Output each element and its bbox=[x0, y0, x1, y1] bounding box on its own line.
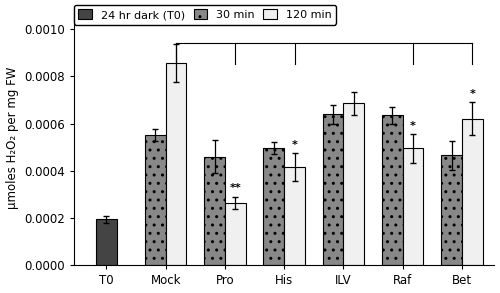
Text: *: * bbox=[410, 121, 416, 131]
Bar bbox=[344, 103, 364, 265]
Bar bbox=[225, 203, 246, 265]
Text: *: * bbox=[292, 139, 298, 149]
Text: *: * bbox=[470, 89, 475, 99]
Bar bbox=[441, 156, 462, 265]
Bar bbox=[284, 167, 305, 265]
Bar bbox=[166, 63, 186, 265]
Bar bbox=[145, 135, 166, 265]
Text: **: ** bbox=[230, 183, 241, 193]
Bar bbox=[462, 119, 482, 265]
Legend: 24 hr dark (T0), 30 min, 120 min: 24 hr dark (T0), 30 min, 120 min bbox=[74, 5, 336, 25]
Y-axis label: μmoles H₂O₂ per mg FW: μmoles H₂O₂ per mg FW bbox=[6, 67, 18, 209]
Bar bbox=[322, 114, 344, 265]
Bar bbox=[402, 148, 423, 265]
Bar bbox=[382, 115, 402, 265]
Bar bbox=[264, 148, 284, 265]
Bar bbox=[96, 219, 117, 265]
Bar bbox=[204, 157, 225, 265]
